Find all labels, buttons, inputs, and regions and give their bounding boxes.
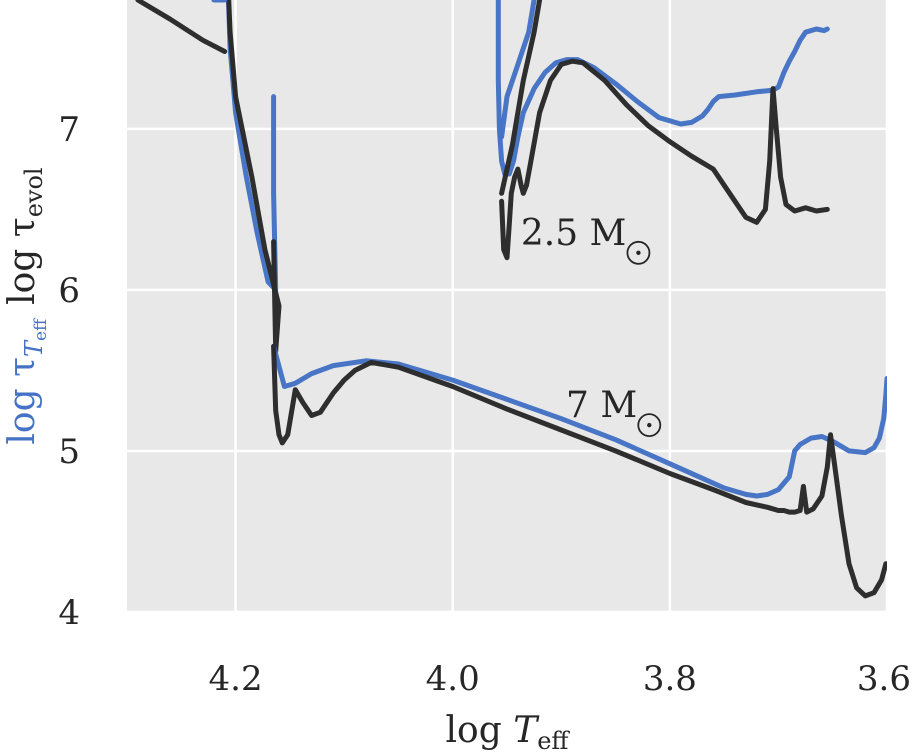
- mass-annotation-number: 2.5: [521, 213, 590, 254]
- x-tick-label: 4.0: [426, 659, 480, 699]
- mass-annotation-unit: M: [590, 213, 627, 254]
- series-lines: [135, 0, 887, 599]
- x-tick-label: 3.6: [857, 659, 911, 699]
- y-tick-label: 4: [58, 593, 80, 633]
- mass-annotation-unit: M: [600, 385, 637, 426]
- sun-symbol-dot: [647, 422, 652, 428]
- mass-annotation: 2.5 M: [521, 213, 651, 265]
- y-axis-title-blue: log τ: [2, 357, 43, 445]
- mass-annotation-number: 7: [566, 385, 600, 426]
- series-line-black: [499, 58, 830, 261]
- series-line-blue: [495, 0, 830, 177]
- x-tick-label: 4.2: [209, 659, 263, 699]
- series-line-black: [499, 0, 543, 196]
- x-axis-title-var: T: [513, 710, 540, 751]
- annotations: 2.5 M7 M: [521, 213, 662, 438]
- y-tick-labels: 4 5 6 7: [58, 110, 80, 633]
- x-axis-title-sub: eff: [537, 727, 570, 752]
- sun-symbol-icon: [626, 240, 651, 265]
- mass-annotation: 7 M: [566, 385, 662, 438]
- series-line-black: [271, 343, 887, 599]
- x-axis-title-main: log: [446, 710, 514, 751]
- x-axis-title: log Teff: [446, 710, 571, 752]
- y-axis-title-black: log τ: [2, 217, 43, 305]
- y-axis-title-blue-sub-var: T: [20, 339, 48, 357]
- sun-symbol-icon: [637, 413, 662, 438]
- series-line-black: [135, 0, 228, 54]
- x-tick-labels: 4.2 4.0 3.8 3.6: [209, 659, 911, 699]
- svg-text:log τTefflog τevol: log τTefflog τevol: [2, 167, 51, 444]
- y-axis-title-blue-sub-sub: eff: [31, 317, 51, 341]
- y-axis-title-black-sub: evol: [20, 167, 48, 217]
- x-tick-label: 3.8: [643, 659, 697, 699]
- y-tick-label: 7: [58, 110, 80, 150]
- y-tick-label: 5: [58, 432, 80, 472]
- sun-symbol-dot: [636, 250, 641, 255]
- mass-annotation-label: 2.5 M: [521, 213, 627, 254]
- series-line-blue: [499, 0, 537, 140]
- y-tick-label: 6: [58, 271, 80, 311]
- series-line-black: [226, 0, 282, 354]
- y-axis-title: log τTefflog τevol: [2, 167, 51, 444]
- mass-annotation-label: 7 M: [566, 385, 637, 426]
